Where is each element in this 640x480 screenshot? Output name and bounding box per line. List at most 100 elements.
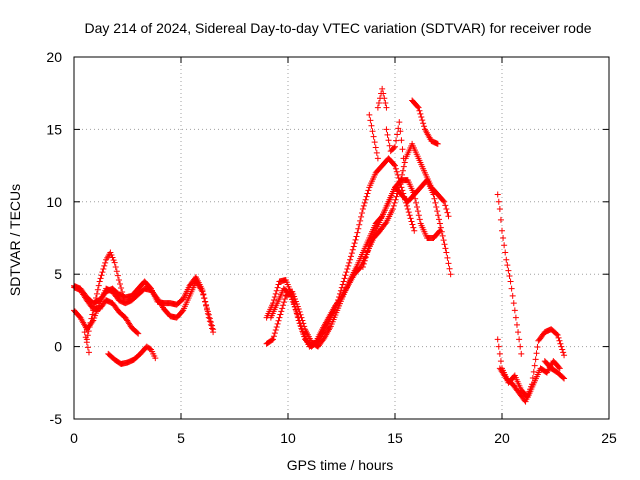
data-points xyxy=(71,85,568,405)
data-point xyxy=(399,167,406,174)
data-point xyxy=(556,337,563,344)
data-point xyxy=(96,278,103,285)
data-point xyxy=(401,159,408,166)
data-point xyxy=(553,331,560,338)
data-point xyxy=(349,246,356,253)
series-arc-c4 xyxy=(541,358,568,382)
plot-frame xyxy=(73,56,610,420)
data-point xyxy=(392,165,399,172)
data-point xyxy=(347,253,354,260)
data-point xyxy=(92,299,99,306)
data-point xyxy=(403,202,410,209)
data-point xyxy=(517,343,524,350)
data-point xyxy=(359,263,366,270)
data-point xyxy=(374,155,381,162)
x-axis-title: GPS time / hours xyxy=(287,457,394,473)
data-point xyxy=(113,268,120,275)
data-point xyxy=(433,203,440,210)
data-point xyxy=(421,123,428,130)
data-point xyxy=(440,237,447,244)
data-point xyxy=(338,284,345,291)
data-point xyxy=(515,329,522,336)
data-point xyxy=(434,208,441,215)
data-point xyxy=(510,300,517,307)
data-point xyxy=(364,190,371,197)
data-point xyxy=(441,241,448,248)
data-point xyxy=(273,287,280,294)
x-tick-label: 20 xyxy=(494,430,510,446)
data-point xyxy=(93,290,100,297)
data-point xyxy=(355,225,362,232)
data-point xyxy=(384,131,391,138)
data-point xyxy=(555,364,562,371)
data-point xyxy=(295,314,302,321)
data-point xyxy=(297,320,304,327)
data-point xyxy=(412,195,419,202)
data-point xyxy=(343,269,350,276)
data-point xyxy=(496,350,503,357)
series-arc-a3 xyxy=(71,284,142,337)
data-point xyxy=(389,206,396,213)
data-point xyxy=(443,249,450,256)
data-point xyxy=(345,262,352,269)
series-arc-b2 xyxy=(263,177,454,350)
data-point xyxy=(531,362,538,369)
data-point xyxy=(272,290,279,297)
data-point xyxy=(411,227,418,234)
data-point xyxy=(210,326,217,333)
data-point xyxy=(442,202,449,209)
data-point xyxy=(561,375,568,382)
data-point xyxy=(356,221,363,228)
data-point xyxy=(431,195,438,202)
data-point xyxy=(495,343,502,350)
data-point xyxy=(393,168,400,175)
x-tick-label: 0 xyxy=(70,430,78,446)
data-point xyxy=(86,323,93,330)
data-point xyxy=(271,293,278,300)
data-point xyxy=(436,220,443,227)
data-point xyxy=(509,292,516,299)
x-tick-label: 5 xyxy=(177,430,185,446)
data-point xyxy=(368,122,375,129)
tick-labels: 0 5 10 15 20 25 -5 0 5 10 15 20 xyxy=(46,49,617,446)
series-arc-b6 xyxy=(374,85,390,111)
data-point xyxy=(399,171,406,178)
data-point xyxy=(356,264,363,271)
data-point xyxy=(351,240,358,247)
series-arc-a6 xyxy=(105,343,159,367)
data-point xyxy=(392,196,399,203)
data-point xyxy=(439,232,446,239)
data-point xyxy=(366,111,373,118)
data-point xyxy=(202,298,209,305)
data-point xyxy=(505,267,512,274)
data-point xyxy=(419,117,426,124)
data-point xyxy=(341,275,348,282)
series-arc-b7 xyxy=(383,119,407,162)
data-point xyxy=(270,336,277,343)
data-point xyxy=(206,315,213,322)
series-arc-c3 xyxy=(496,326,568,405)
data-point xyxy=(533,350,540,357)
series-arc-a5 xyxy=(81,329,92,356)
data-point xyxy=(101,262,108,269)
data-point xyxy=(99,269,106,276)
y-tick-label: 5 xyxy=(54,266,62,282)
data-point xyxy=(496,206,503,213)
data-point xyxy=(339,281,346,288)
data-point xyxy=(299,326,306,333)
data-point xyxy=(400,163,407,170)
data-point xyxy=(82,334,89,341)
data-point xyxy=(83,339,90,346)
data-point xyxy=(109,254,116,261)
data-point xyxy=(364,248,371,255)
axis-ticks xyxy=(73,56,610,420)
data-point xyxy=(269,336,276,343)
data-point xyxy=(495,198,502,205)
data-point xyxy=(110,257,117,264)
data-point xyxy=(270,297,277,304)
data-point xyxy=(395,187,402,194)
data-point xyxy=(209,322,216,329)
data-point xyxy=(500,235,507,241)
data-point xyxy=(411,191,418,198)
data-point xyxy=(560,349,567,356)
